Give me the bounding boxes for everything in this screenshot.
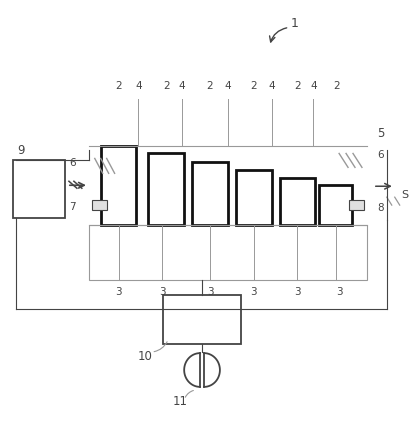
Bar — [318, 185, 351, 225]
Text: 4: 4 — [268, 81, 274, 91]
Text: 11: 11 — [172, 395, 187, 408]
Text: 4: 4 — [224, 81, 230, 91]
Bar — [88, 225, 366, 280]
Text: 3: 3 — [115, 286, 121, 297]
Text: 5: 5 — [376, 127, 383, 140]
Text: 8: 8 — [376, 203, 382, 213]
Text: 3: 3 — [250, 286, 256, 297]
Text: 4: 4 — [309, 81, 316, 91]
Bar — [92, 200, 107, 210]
Text: 1: 1 — [290, 17, 298, 30]
Text: 2: 2 — [163, 81, 169, 91]
Text: 2: 2 — [250, 81, 256, 91]
Bar — [100, 146, 136, 225]
Text: 3: 3 — [159, 286, 165, 297]
Text: 10: 10 — [138, 349, 152, 363]
Text: 4: 4 — [135, 81, 141, 91]
Text: 2: 2 — [332, 81, 339, 91]
Bar — [279, 178, 315, 225]
Text: S: S — [401, 190, 408, 200]
Bar — [348, 200, 363, 210]
Bar — [13, 160, 65, 218]
Text: 3: 3 — [293, 286, 300, 297]
Text: 4: 4 — [178, 81, 185, 91]
Bar — [235, 170, 271, 225]
Bar — [163, 294, 240, 344]
Text: 6: 6 — [376, 151, 382, 160]
Bar — [192, 163, 227, 225]
Text: 7: 7 — [69, 202, 76, 212]
Bar — [148, 154, 184, 225]
Text: 2: 2 — [293, 81, 300, 91]
Text: 2: 2 — [115, 81, 121, 91]
Text: 3: 3 — [335, 286, 342, 297]
Text: 6: 6 — [69, 159, 76, 168]
Text: 9: 9 — [17, 144, 25, 157]
Text: 2: 2 — [206, 81, 213, 91]
Text: 3: 3 — [206, 286, 213, 297]
